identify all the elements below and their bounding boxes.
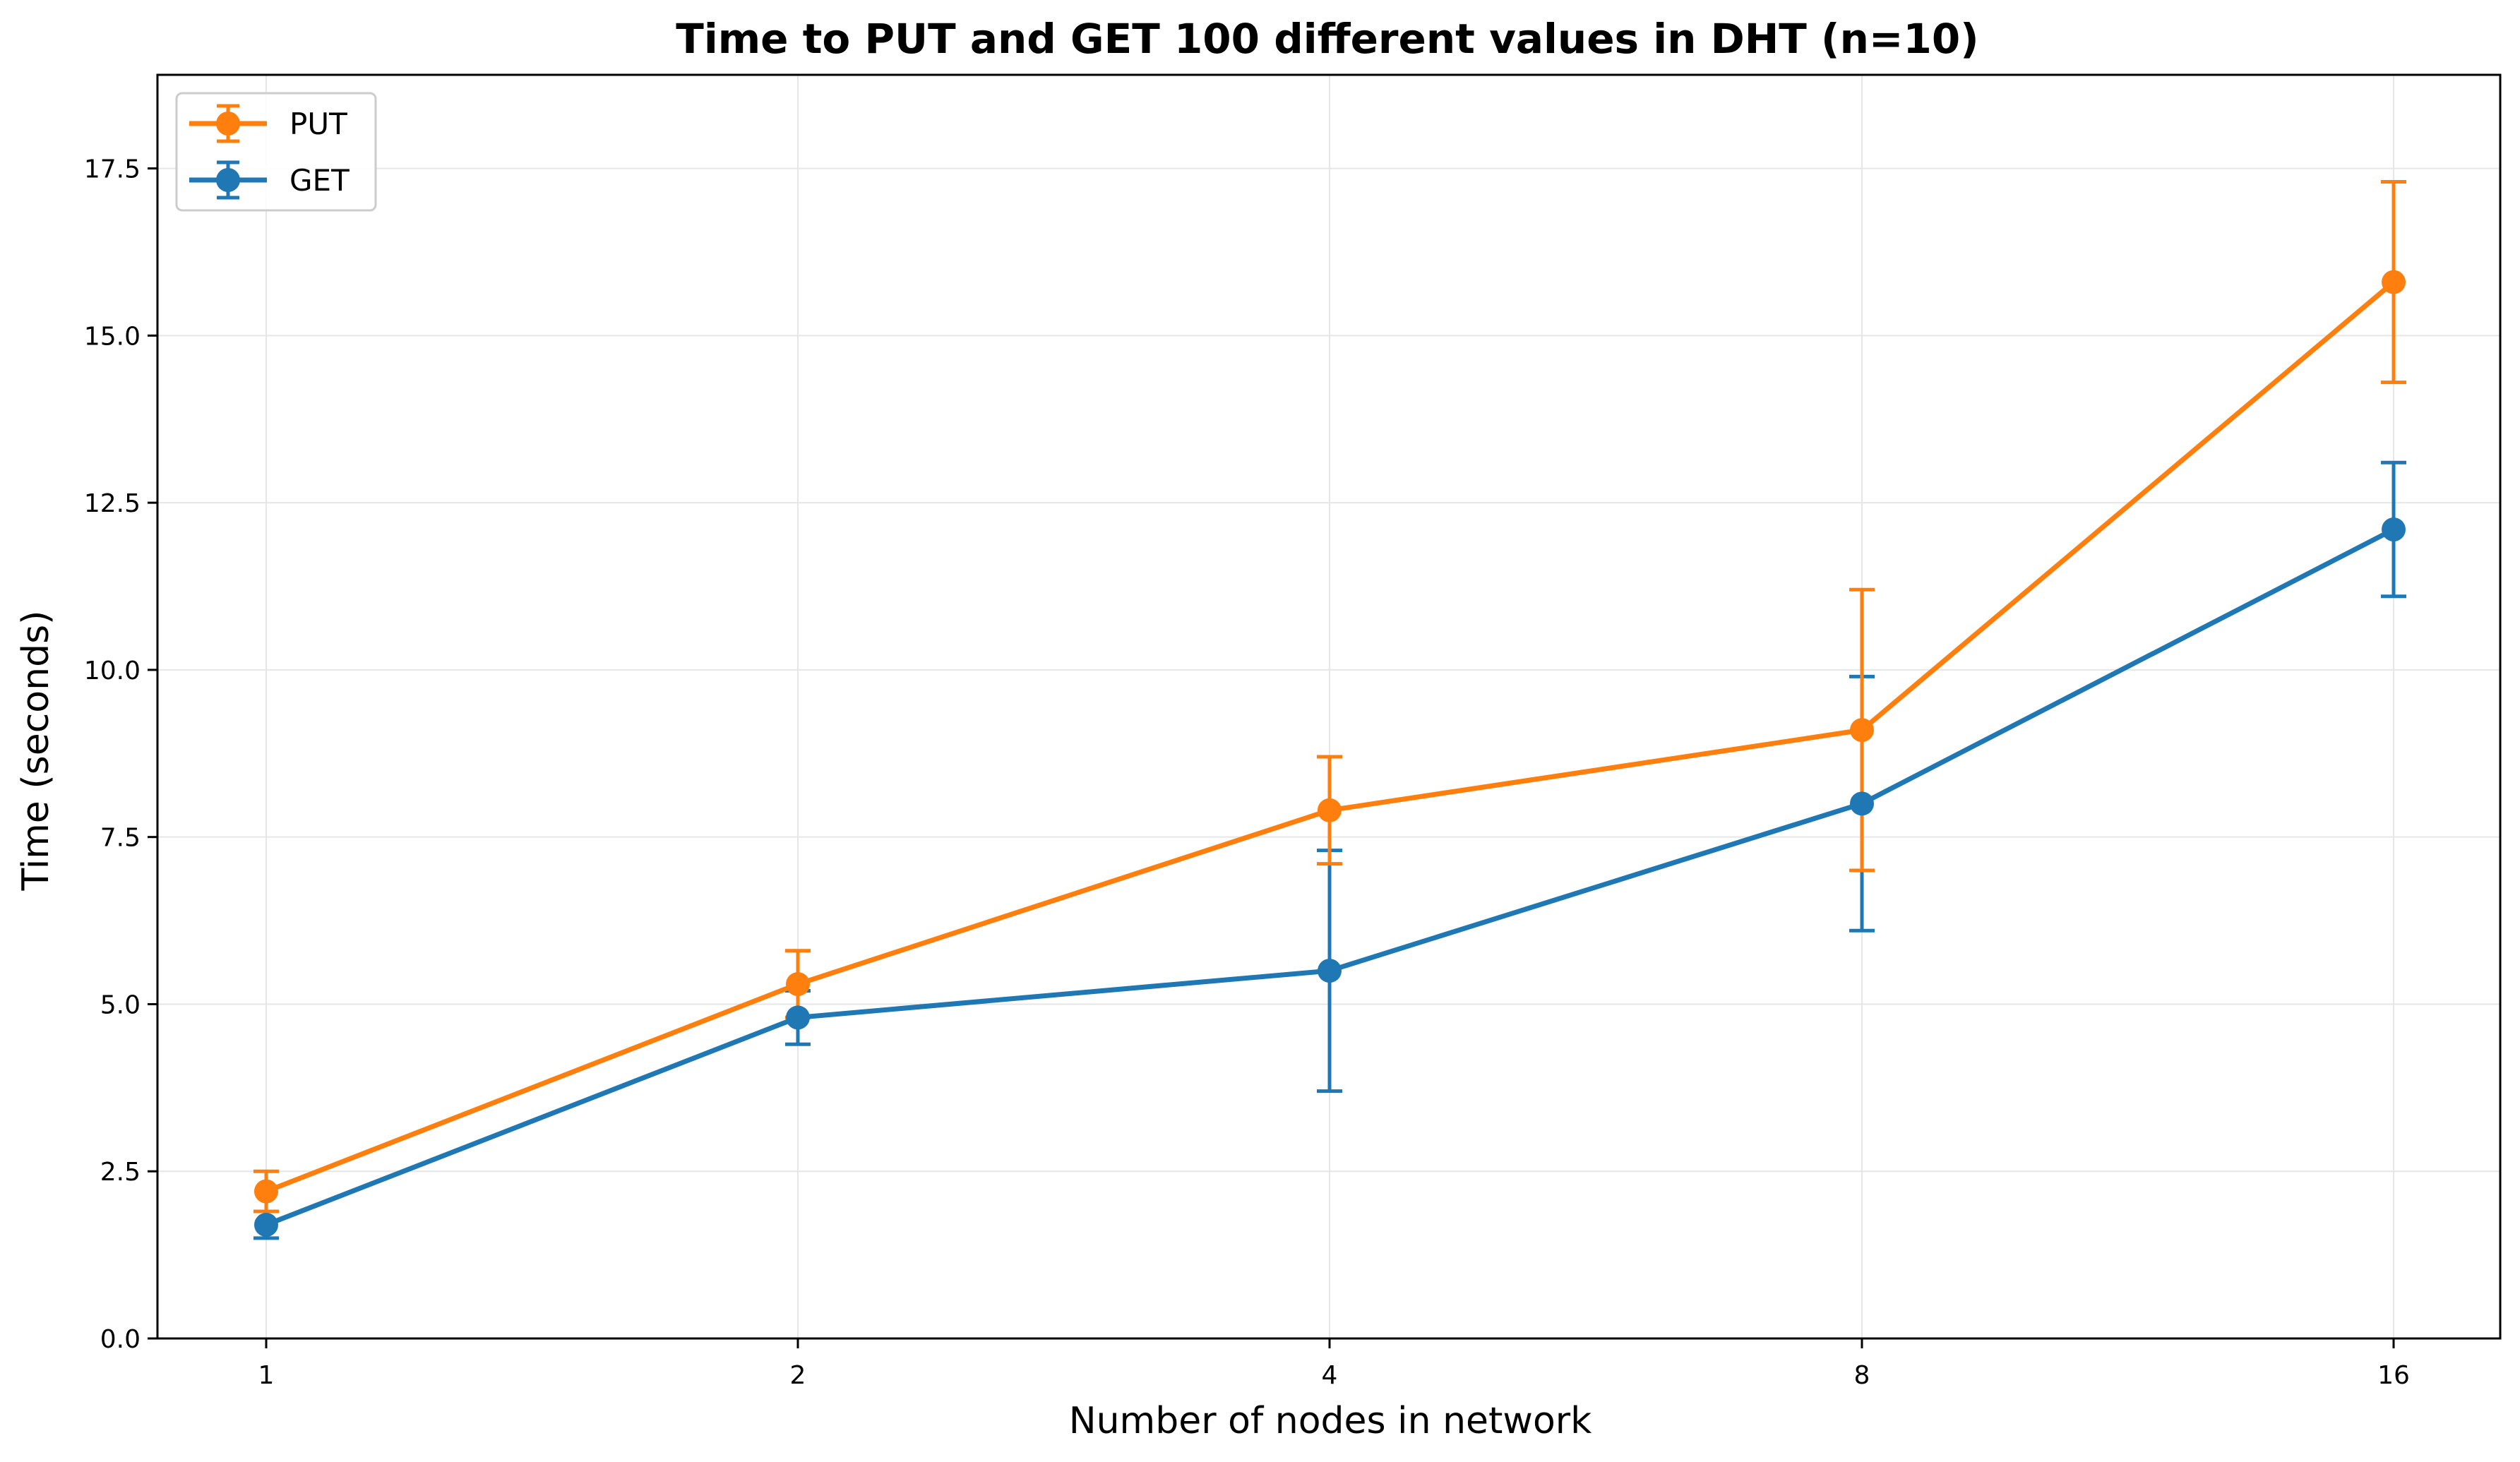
get-point-8 <box>1850 791 1874 816</box>
data-points <box>254 270 2406 1237</box>
y-tick-label-2.5: 2.5 <box>100 1158 141 1187</box>
legend: PUT GET <box>175 92 377 212</box>
put-point-4 <box>1318 798 1342 822</box>
put-point-8 <box>1850 718 1874 743</box>
chart-title: Time to PUT and GET 100 different values… <box>676 15 1978 63</box>
x-tick-label-2: 2 <box>790 1361 806 1390</box>
y-axis-label: Time (seconds) <box>15 611 57 892</box>
put-point-2 <box>786 972 810 997</box>
x-axis-label: Number of nodes in network <box>1069 1400 1592 1442</box>
put-point-1 <box>254 1179 278 1204</box>
y-tick-label-5.0: 5.0 <box>100 990 141 1019</box>
x-tick-label-8: 8 <box>1854 1361 1870 1390</box>
get-point-2 <box>786 1005 810 1030</box>
get-point-16 <box>2382 517 2406 542</box>
y-tick-label-7.5: 7.5 <box>100 824 141 853</box>
x-tick-label-4: 4 <box>1322 1361 1338 1390</box>
x-ticks: 1 2 4 8 16 <box>258 1338 2410 1390</box>
legend-marker-put <box>216 112 240 136</box>
legend-entry-get: GET <box>189 160 350 200</box>
put-point-16 <box>2382 270 2406 294</box>
y-tick-label-0.0: 0.0 <box>100 1325 141 1354</box>
y-tick-label-15.0: 15.0 <box>84 322 141 351</box>
y-tick-label-10.0: 10.0 <box>84 657 141 685</box>
x-tick-label-1: 1 <box>258 1361 275 1390</box>
legend-marker-get <box>216 168 240 192</box>
legend-label-put: PUT <box>289 107 347 141</box>
get-point-1 <box>254 1212 278 1237</box>
legend-label-get: GET <box>289 163 350 198</box>
legend-entry-put: PUT <box>189 104 347 143</box>
x-tick-label-16: 16 <box>2377 1361 2410 1390</box>
y-ticks: 0.0 2.5 5.0 7.5 10.0 12.5 15.0 17.5 <box>84 155 157 1354</box>
get-point-4 <box>1318 959 1342 983</box>
y-tick-label-12.5: 12.5 <box>84 489 141 518</box>
y-tick-label-17.5: 17.5 <box>84 155 141 184</box>
